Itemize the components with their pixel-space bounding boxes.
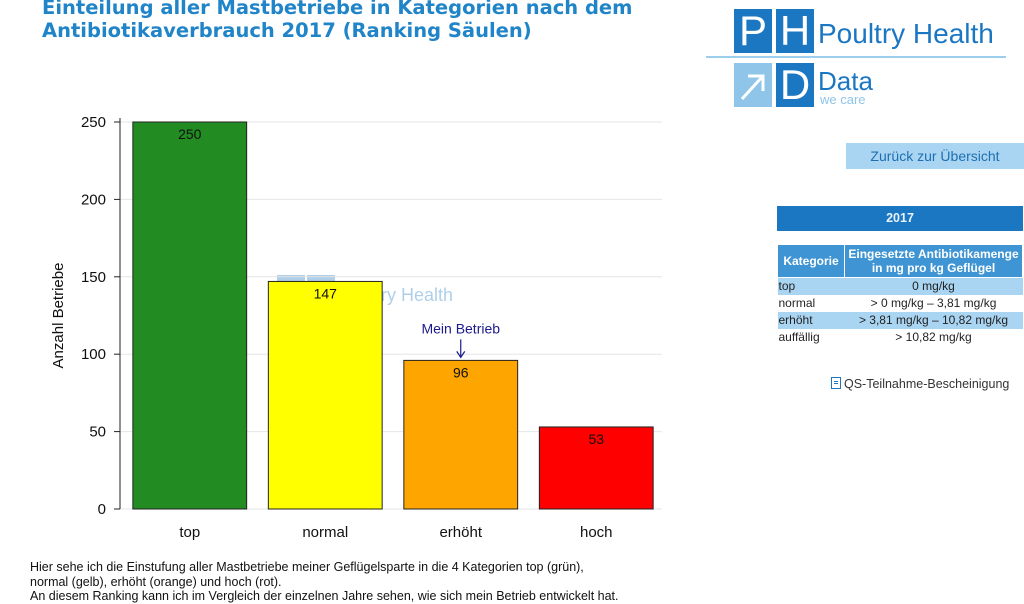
cell-kategorie: auffällig	[778, 330, 820, 344]
back-to-overview-button[interactable]: Zurück zur Übersicht	[846, 143, 1024, 169]
category-table: Kategorie Eingesetzte Antibiotikamenge i…	[777, 244, 1023, 346]
cell-kategorie: normal	[778, 296, 816, 310]
page-title-line-2: Antibiotikaverbrauch 2017 (Ranking Säule…	[42, 19, 532, 42]
annotation-label: Mein Betrieb	[421, 320, 500, 336]
logo-tile-h: H	[776, 9, 814, 53]
bar-value-label: 250	[178, 126, 202, 142]
bar-value-label: 53	[588, 431, 604, 447]
description-line-3: An diesem Ranking kann ich im Vergleich …	[30, 589, 619, 603]
x-tick-label: hoch	[580, 524, 613, 541]
table-header-row: Kategorie Eingesetzte Antibiotikamenge i…	[777, 244, 1023, 278]
cell-menge: 0 mg/kg	[844, 277, 1023, 295]
column-header-menge: Eingesetzte Antibiotikamenge in mg pro k…	[844, 244, 1023, 278]
bar-value-label: 96	[453, 364, 469, 380]
chart-description: Hier sehe ich die Einstufung aller Mastb…	[30, 560, 710, 604]
y-tick-label: 100	[81, 346, 106, 363]
table-row: top 0 mg/kg	[777, 277, 1023, 295]
pdf-icon	[831, 377, 841, 389]
my-farm-annotation: Mein Betrieb	[421, 320, 500, 359]
cell-kategorie: top	[777, 277, 845, 295]
axes: 0 50 100 150 200 250 top normal erhöht hoch	[81, 114, 613, 541]
description-line-1: Hier sehe ich die Einstufung aller Mastb…	[30, 560, 584, 574]
y-tick-label: 250	[81, 114, 106, 131]
page-title: Einteilung aller Mastbetriebe in Kategor…	[42, 0, 682, 42]
bars: 250 147 96 53	[132, 121, 654, 510]
table-row: auffällig > 10,82 mg/kg	[778, 329, 1023, 346]
y-tick-label: 200	[81, 191, 106, 208]
logo-tagline: we care	[820, 92, 866, 107]
y-tick-label: 0	[98, 501, 106, 518]
logo-tile-p: P	[734, 9, 772, 53]
page-title-line-1: Einteilung aller Mastbetriebe in Kategor…	[42, 0, 633, 19]
x-tick-label: normal	[302, 524, 348, 541]
y-tick-label: 50	[89, 424, 106, 441]
bar-top	[132, 121, 248, 510]
bar-normal	[267, 280, 383, 510]
logo-brand-name: Poultry Health	[818, 18, 994, 49]
y-tick-label: 150	[81, 269, 106, 286]
arrow-up-right-icon	[734, 63, 772, 107]
cell-menge: > 3,81 mg/kg – 10,82 mg/kg	[844, 312, 1023, 329]
bar-value-label: 147	[314, 285, 338, 301]
logo-brand-data: Data	[818, 66, 873, 96]
logo-tile-d: D	[776, 63, 814, 107]
table-year-header: 2017	[777, 206, 1023, 231]
cell-menge: > 10,82 mg/kg	[895, 330, 972, 344]
column-header-kategorie: Kategorie	[777, 244, 845, 278]
poultry-health-data-logo: P H D Poultry Health Data we care	[706, 4, 1006, 108]
table-row: erhöht > 3,81 mg/kg – 10,82 mg/kg	[777, 312, 1023, 329]
qs-certificate-label: QS-Teilnahme-Bescheinigung	[844, 377, 1010, 391]
logo-divider	[706, 56, 1006, 58]
bar-hoch	[538, 426, 654, 510]
annotation-arrow-head	[456, 351, 466, 359]
x-tick-label: erhöht	[439, 524, 482, 541]
table-row: normal > 0 mg/kg – 3,81 mg/kg	[778, 295, 1023, 312]
description-line-2: normal (gelb), erhöht (orange) und hoch …	[30, 574, 282, 589]
bar-erhöht	[403, 359, 519, 510]
x-tick-label: top	[179, 524, 200, 541]
qs-certificate-link[interactable]: QS-Teilnahme-Bescheinigung	[831, 377, 1009, 391]
y-axis-label: Anzahl Betriebe	[50, 263, 67, 369]
cell-kategorie: erhöht	[777, 312, 845, 329]
cell-menge: > 0 mg/kg – 3,81 mg/kg	[870, 296, 997, 310]
